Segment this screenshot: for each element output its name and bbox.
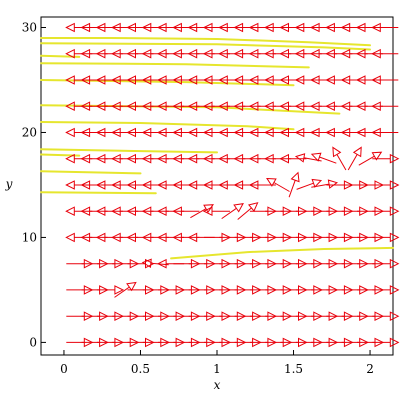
y-tick-label: 10 — [22, 230, 37, 244]
y-tick-label: 30 — [22, 20, 37, 34]
plot-frame — [40, 16, 394, 356]
field-arrow — [371, 22, 399, 33]
solution-curve — [40, 170, 142, 175]
field-arrow — [202, 206, 230, 217]
field-arrows — [65, 22, 400, 348]
field-arrow — [114, 281, 137, 298]
field-arrow — [65, 232, 93, 243]
solution-curve — [40, 148, 218, 154]
solution-curve — [40, 42, 371, 51]
field-arrow — [372, 258, 400, 269]
field-arrow — [372, 311, 400, 322]
field-arrow — [332, 146, 347, 171]
x-tick-label: 0.5 — [131, 362, 150, 376]
solution-curve — [40, 62, 310, 69]
solution-curve — [40, 54, 81, 58]
field-arrow — [371, 75, 399, 85]
field-arrow — [372, 206, 400, 217]
solution-curve — [40, 191, 157, 195]
field-arrow — [65, 127, 93, 138]
solution-curve — [40, 37, 371, 47]
field-arrow — [311, 179, 338, 189]
field-arrow — [296, 178, 323, 190]
field-arrow — [65, 206, 93, 217]
field-arrow — [371, 48, 399, 59]
field-arrow — [371, 101, 399, 112]
x-tick-label: 2 — [366, 362, 374, 376]
field-arrow — [288, 171, 300, 198]
field-arrow — [310, 152, 337, 164]
field-arrow — [65, 22, 93, 33]
field-arrow — [266, 177, 290, 192]
field-arrow — [372, 153, 400, 164]
x-axis-label: x — [214, 378, 221, 392]
field-arrow — [96, 285, 125, 295]
y-tick-label: 20 — [22, 125, 37, 139]
field-arrow — [237, 202, 259, 220]
field-arrow — [372, 285, 400, 295]
solution-curve — [170, 246, 394, 260]
field-arrow — [347, 146, 362, 171]
solution-curves — [40, 37, 394, 260]
x-tick-label: 1.5 — [284, 362, 303, 376]
field-arrow — [371, 127, 399, 138]
y-axis-label: y — [5, 177, 13, 191]
x-tick-label: 1 — [213, 362, 221, 376]
y-tick-label: 0 — [29, 335, 37, 349]
x-tick-label: 0 — [60, 362, 68, 376]
field-arrow — [221, 203, 244, 220]
field-arrow — [372, 232, 400, 243]
field-arrow — [172, 206, 200, 217]
field-arrow — [358, 151, 383, 166]
solution-curve — [40, 121, 295, 131]
field-arrow — [372, 337, 400, 348]
field-arrow — [65, 180, 93, 190]
field-arrow — [372, 180, 400, 190]
